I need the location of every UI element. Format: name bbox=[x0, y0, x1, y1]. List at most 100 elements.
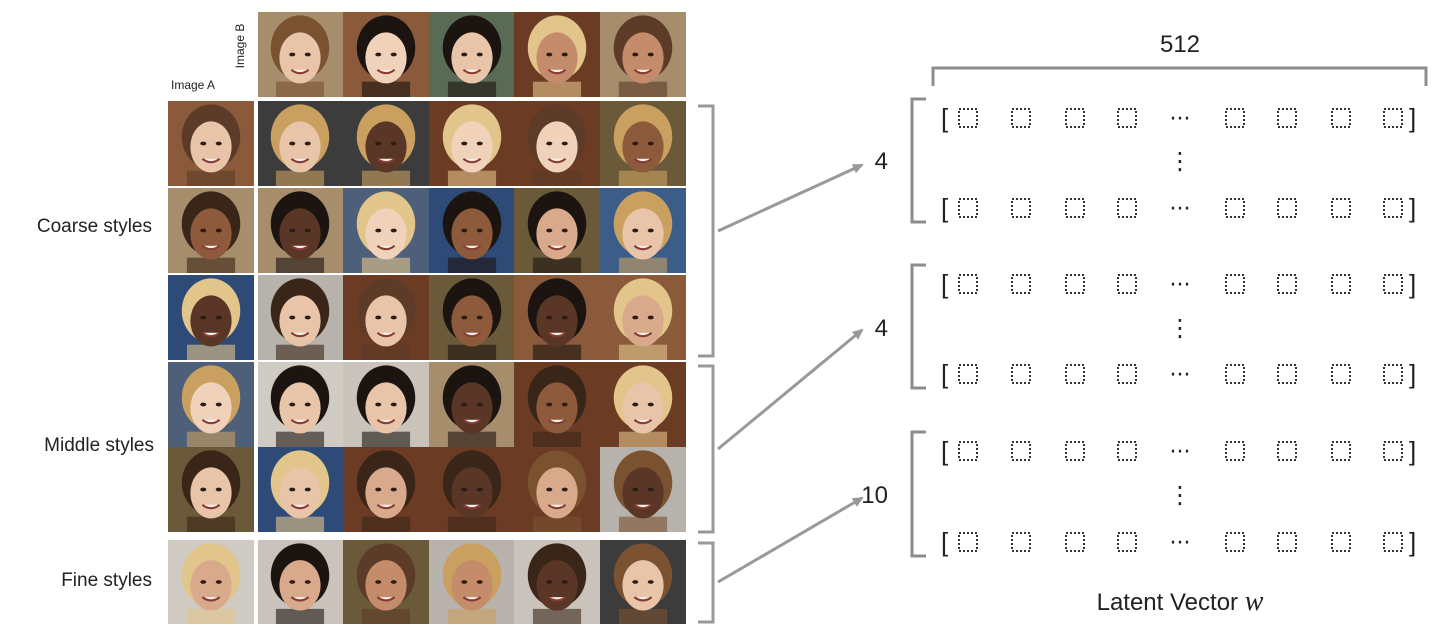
latent-caption: Latent Vector w bbox=[1097, 586, 1264, 617]
face-image bbox=[168, 275, 254, 360]
face-image bbox=[600, 362, 686, 447]
vector-entry bbox=[1011, 532, 1031, 552]
vertical-ellipsis: ⋮ bbox=[1168, 481, 1192, 509]
face-image bbox=[343, 362, 429, 447]
vector-entry bbox=[1331, 441, 1351, 461]
face-image bbox=[514, 362, 600, 447]
vector-left-bracket: [ bbox=[941, 436, 949, 466]
vector-entry bbox=[1277, 198, 1297, 218]
vector-left-bracket: [ bbox=[941, 103, 949, 133]
row-divider bbox=[168, 535, 686, 537]
column-divider bbox=[256, 12, 258, 626]
vector-entry bbox=[1277, 364, 1297, 384]
vector-entry bbox=[1383, 532, 1403, 552]
vector-entry bbox=[1225, 274, 1245, 294]
row-group-bracket bbox=[910, 263, 926, 390]
vector-entry bbox=[1117, 274, 1137, 294]
vector-entry bbox=[1331, 198, 1351, 218]
group-count-label: 4 bbox=[875, 315, 888, 342]
vector-entry bbox=[1331, 364, 1351, 384]
horizontal-ellipsis: ··· bbox=[1170, 273, 1191, 298]
face-image bbox=[168, 447, 254, 532]
face-image bbox=[343, 101, 429, 186]
dimension-brace bbox=[931, 66, 1428, 86]
vector-left-bracket: [ bbox=[941, 193, 949, 223]
face-image bbox=[600, 101, 686, 186]
face-image bbox=[168, 101, 254, 186]
vector-entry bbox=[958, 198, 978, 218]
vector-left-bracket: [ bbox=[941, 527, 949, 557]
face-image bbox=[600, 275, 686, 360]
vector-entry bbox=[1065, 198, 1085, 218]
face-image bbox=[343, 540, 429, 624]
coarse-styles-label: Coarse styles bbox=[36, 216, 152, 237]
face-image bbox=[429, 540, 515, 624]
face-image bbox=[514, 447, 600, 532]
face-image bbox=[257, 12, 343, 97]
image-a-label: Image A bbox=[171, 78, 216, 92]
vector-entry bbox=[1225, 108, 1245, 128]
vector-entry bbox=[1065, 441, 1085, 461]
face-image bbox=[600, 188, 686, 273]
vector-entry bbox=[1331, 274, 1351, 294]
face-image bbox=[514, 188, 600, 273]
coarse-bracket bbox=[698, 104, 715, 358]
vector-entry bbox=[1225, 198, 1245, 218]
group-count-label: 4 bbox=[875, 148, 888, 175]
vector-entry bbox=[1225, 532, 1245, 552]
vector-entry bbox=[958, 532, 978, 552]
vector-entry bbox=[1011, 108, 1031, 128]
face-image bbox=[257, 275, 343, 360]
vector-right-bracket: ] bbox=[1409, 436, 1416, 466]
middle-arrow bbox=[717, 328, 864, 451]
vector-entry bbox=[1065, 364, 1085, 384]
face-image bbox=[257, 101, 343, 186]
row-divider bbox=[168, 99, 686, 101]
face-image bbox=[514, 12, 600, 97]
vector-entry bbox=[1117, 364, 1137, 384]
vector-entry bbox=[1117, 198, 1137, 218]
face-image bbox=[257, 362, 343, 447]
vector-entry bbox=[1117, 532, 1137, 552]
vector-entry bbox=[1011, 274, 1031, 294]
vector-entry bbox=[1277, 441, 1297, 461]
face-image bbox=[429, 275, 515, 360]
middle-styles-label: Middle styles bbox=[44, 435, 154, 456]
face-image bbox=[600, 12, 686, 97]
vector-entry bbox=[1277, 274, 1297, 294]
vector-entry bbox=[1383, 198, 1403, 218]
vector-entry bbox=[1117, 441, 1137, 461]
face-image bbox=[168, 540, 254, 624]
vector-entry bbox=[1331, 108, 1351, 128]
vector-entry bbox=[1065, 108, 1085, 128]
vector-entry bbox=[1065, 274, 1085, 294]
vector-entry bbox=[958, 274, 978, 294]
horizontal-ellipsis: ··· bbox=[1170, 531, 1191, 556]
vector-entry bbox=[1011, 441, 1031, 461]
face-image bbox=[343, 188, 429, 273]
horizontal-ellipsis: ··· bbox=[1170, 197, 1191, 222]
face-image bbox=[257, 188, 343, 273]
vector-right-bracket: ] bbox=[1409, 193, 1416, 223]
vector-entry bbox=[1277, 532, 1297, 552]
dimension-label: 512 bbox=[1160, 31, 1200, 58]
face-image bbox=[600, 540, 686, 624]
vector-left-bracket: [ bbox=[941, 269, 949, 299]
vector-right-bracket: ] bbox=[1409, 103, 1416, 133]
face-image bbox=[600, 447, 686, 532]
middle-bracket bbox=[698, 364, 715, 534]
face-image bbox=[343, 12, 429, 97]
face-image bbox=[429, 188, 515, 273]
vector-left-bracket: [ bbox=[941, 359, 949, 389]
horizontal-ellipsis: ··· bbox=[1170, 363, 1191, 388]
vector-right-bracket: ] bbox=[1409, 269, 1416, 299]
face-image bbox=[168, 362, 254, 447]
face-image bbox=[168, 188, 254, 273]
vector-entry bbox=[958, 441, 978, 461]
vector-entry bbox=[958, 108, 978, 128]
face-image bbox=[429, 101, 515, 186]
face-image bbox=[257, 540, 343, 624]
face-image bbox=[429, 362, 515, 447]
vector-entry bbox=[958, 364, 978, 384]
vector-entry bbox=[1383, 274, 1403, 294]
